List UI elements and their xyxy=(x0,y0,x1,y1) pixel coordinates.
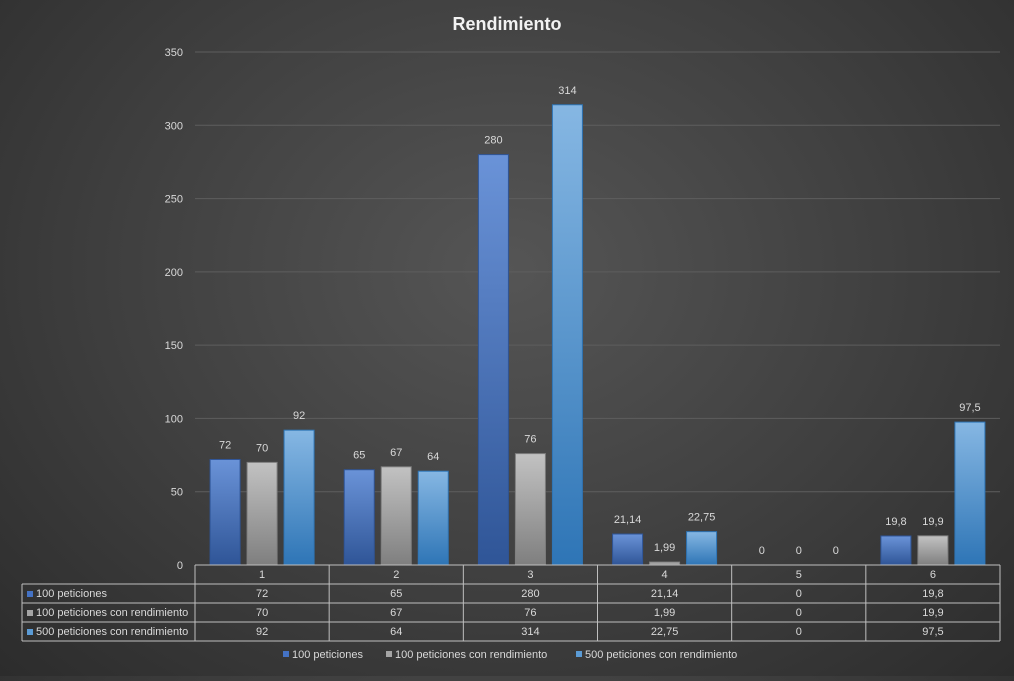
bar xyxy=(283,429,315,566)
bar xyxy=(917,535,949,566)
data-label: 65 xyxy=(353,450,365,462)
table-cell: 19,8 xyxy=(922,588,943,600)
bar xyxy=(417,470,449,566)
legend-swatch xyxy=(576,651,582,657)
table-series-name: 100 peticiones xyxy=(36,588,107,600)
data-label: 64 xyxy=(427,451,439,463)
data-labels: 72 70 92 65 67 64 280 76 314 21,14 1,99 22,75 0 0 0 19,… xyxy=(219,85,981,557)
table-cell: 280 xyxy=(521,588,539,600)
legend-label: 100 peticiones xyxy=(292,649,363,661)
data-label: 72 xyxy=(219,439,231,451)
table-cell: 0 xyxy=(796,607,802,619)
x-category-label: 4 xyxy=(662,569,668,581)
table-cell: 70 xyxy=(256,607,268,619)
data-label: 280 xyxy=(484,135,502,147)
bars xyxy=(209,104,986,566)
table-cell: 1,99 xyxy=(654,607,675,619)
bar xyxy=(477,154,509,566)
table-cell: 0 xyxy=(796,588,802,600)
table-cell: 64 xyxy=(390,626,402,638)
data-label: 0 xyxy=(796,545,802,557)
bar xyxy=(514,453,546,566)
y-tick-label: 250 xyxy=(165,194,183,206)
table-cell: 0 xyxy=(796,626,802,638)
data-label: 1,99 xyxy=(654,542,675,554)
table-cell: 92 xyxy=(256,626,268,638)
y-tick-label: 100 xyxy=(165,413,183,425)
legend-label: 100 peticiones con rendimiento xyxy=(395,649,547,661)
bar xyxy=(612,533,644,566)
bar xyxy=(380,466,412,566)
x-category-label: 2 xyxy=(393,569,399,581)
data-label: 92 xyxy=(293,410,305,422)
data-label: 22,75 xyxy=(688,512,716,524)
data-label: 21,14 xyxy=(614,514,642,526)
x-category-label: 6 xyxy=(930,569,936,581)
legend-swatch xyxy=(283,651,289,657)
table-cell: 72 xyxy=(256,588,268,600)
y-tick-label: 50 xyxy=(171,487,183,499)
y-tick-label: 200 xyxy=(165,267,183,279)
table-series-name: 500 peticiones con rendimiento xyxy=(36,626,188,638)
table-cell: 76 xyxy=(524,607,536,619)
legend-swatch xyxy=(386,651,392,657)
table-series-name: 100 peticiones con rendimiento xyxy=(36,607,188,619)
data-label: 70 xyxy=(256,442,268,454)
data-label: 67 xyxy=(390,447,402,459)
bar xyxy=(880,535,912,566)
bar xyxy=(954,421,986,566)
bar xyxy=(209,458,241,566)
bar xyxy=(686,531,718,566)
x-category-label: 3 xyxy=(527,569,533,581)
table-cell: 21,14 xyxy=(651,588,679,600)
series-key xyxy=(27,629,33,635)
bar xyxy=(551,104,583,566)
x-category-label: 5 xyxy=(796,569,802,581)
data-label: 0 xyxy=(759,545,765,557)
legend: 100 peticiones 100 peticiones con rendimi… xyxy=(283,649,737,661)
y-tick-label: 350 xyxy=(165,47,183,59)
series-key xyxy=(27,591,33,597)
series-key xyxy=(27,610,33,616)
y-tick-label: 0 xyxy=(177,560,183,572)
table-cell: 22,75 xyxy=(651,626,679,638)
data-table: 1 2 3 4 5 6 100 peticiones 72 65 280 21,14 0 19,8 100… xyxy=(21,564,1001,642)
data-label: 0 xyxy=(833,545,839,557)
bar xyxy=(343,469,375,566)
data-label: 314 xyxy=(558,85,576,97)
data-label: 19,9 xyxy=(922,516,943,528)
table-cell: 314 xyxy=(521,626,539,638)
chart-title: Rendimiento xyxy=(452,14,561,34)
y-axis: 0 50 100 150 200 250 300 350 xyxy=(165,47,183,572)
y-tick-label: 300 xyxy=(165,120,183,132)
table-cell: 19,9 xyxy=(922,607,943,619)
table-cell: 67 xyxy=(390,607,402,619)
data-label: 97,5 xyxy=(959,402,980,414)
gridlines xyxy=(195,51,1000,493)
x-category-label: 1 xyxy=(259,569,265,581)
table-cell: 97,5 xyxy=(922,626,943,638)
data-label: 76 xyxy=(524,434,536,446)
legend-label: 500 peticiones con rendimiento xyxy=(585,649,737,661)
data-label: 19,8 xyxy=(885,516,906,528)
bar xyxy=(246,461,278,566)
table-cell: 65 xyxy=(390,588,402,600)
y-tick-label: 150 xyxy=(165,340,183,352)
